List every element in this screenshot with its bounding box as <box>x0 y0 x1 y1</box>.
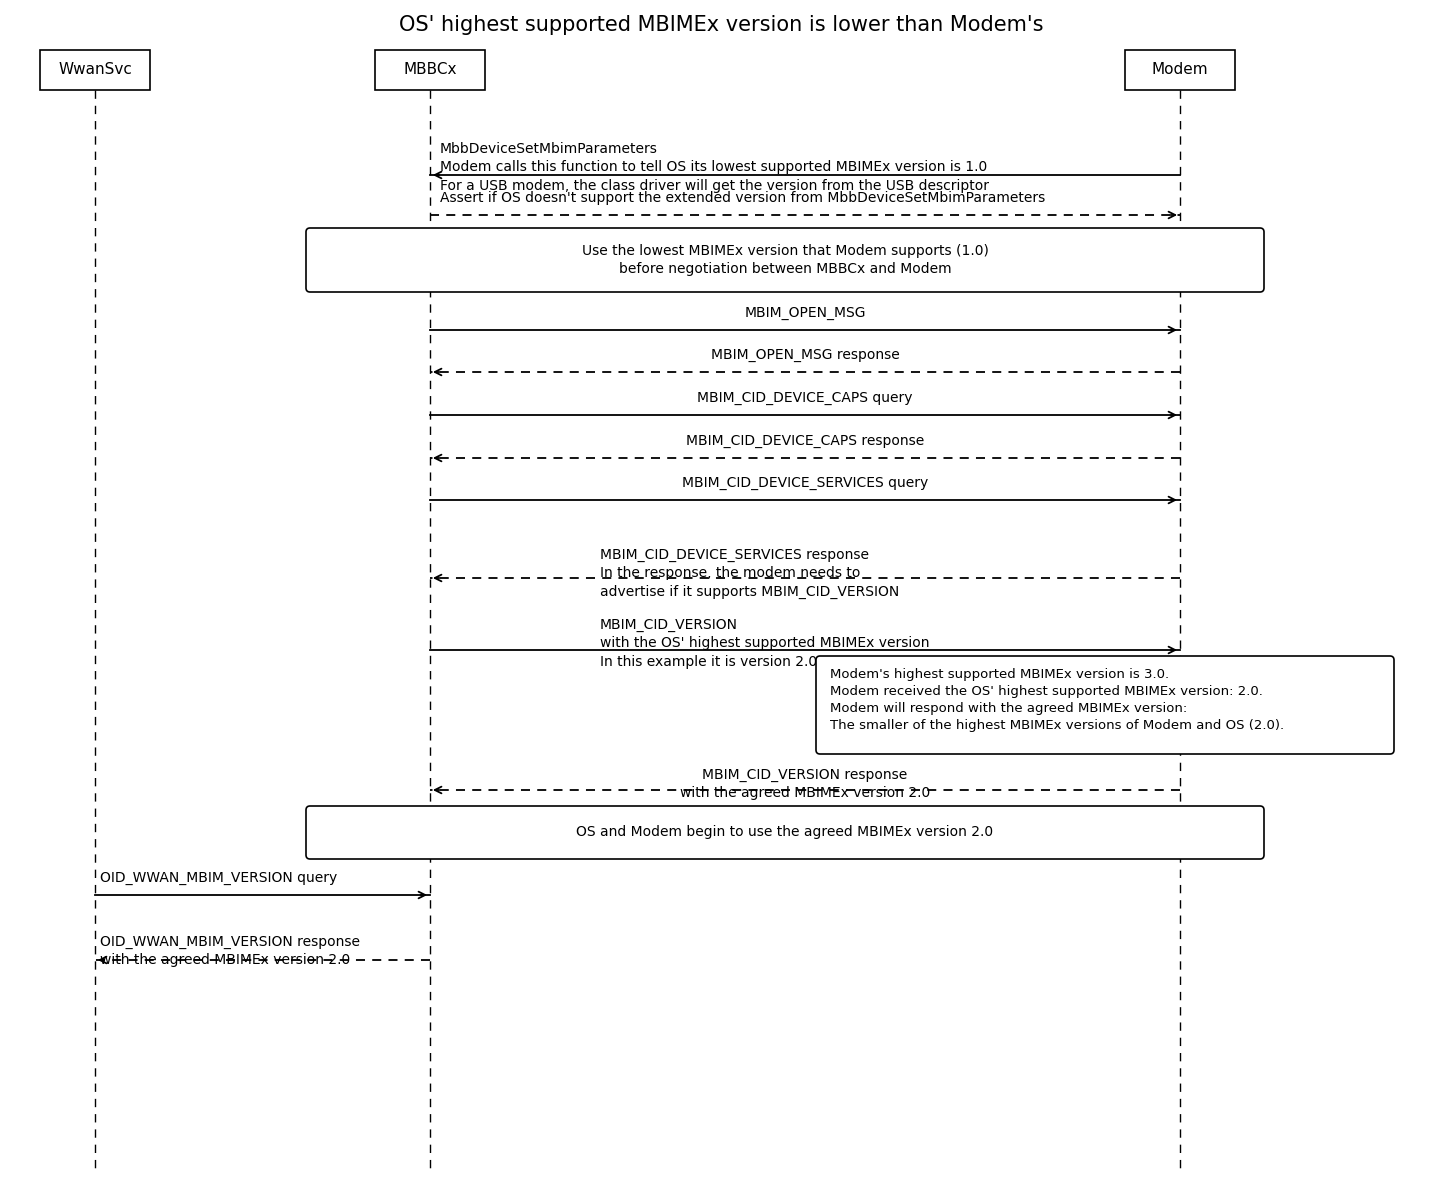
FancyBboxPatch shape <box>815 656 1394 754</box>
Text: WwanSvc: WwanSvc <box>58 62 131 78</box>
Text: MbbDeviceSetMbimParameters
Modem calls this function to tell OS its lowest suppo: MbbDeviceSetMbimParameters Modem calls t… <box>440 142 988 193</box>
Text: OS' highest supported MBIMEx version is lower than Modem's: OS' highest supported MBIMEx version is … <box>400 16 1043 35</box>
Text: MBBCx: MBBCx <box>403 62 457 78</box>
Text: Modem: Modem <box>1152 62 1208 78</box>
Text: MBIM_CID_DEVICE_CAPS query: MBIM_CID_DEVICE_CAPS query <box>697 391 913 404</box>
Text: MBIM_CID_VERSION
with the OS' highest supported MBIMEx version
In this example i: MBIM_CID_VERSION with the OS' highest su… <box>600 618 929 669</box>
Text: Use the lowest MBIMEx version that Modem supports (1.0)
before negotiation betwe: Use the lowest MBIMEx version that Modem… <box>582 243 988 277</box>
Text: MBIM_OPEN_MSG response: MBIM_OPEN_MSG response <box>710 348 899 361</box>
FancyBboxPatch shape <box>306 806 1264 859</box>
Text: MBIM_CID_VERSION response
with the agreed MBIMEx version 2.0: MBIM_CID_VERSION response with the agree… <box>680 768 931 801</box>
FancyBboxPatch shape <box>40 50 150 89</box>
Text: OID_WWAN_MBIM_VERSION response
with the agreed MBIMEx version 2.0: OID_WWAN_MBIM_VERSION response with the … <box>100 935 359 968</box>
Text: MBIM_CID_DEVICE_SERVICES response
In the response, the modem needs to
advertise : MBIM_CID_DEVICE_SERVICES response In the… <box>600 548 899 599</box>
Text: Assert if OS doesn't support the extended version from MbbDeviceSetMbimParameter: Assert if OS doesn't support the extende… <box>440 191 1045 205</box>
Text: OS and Modem begin to use the agreed MBIMEx version 2.0: OS and Modem begin to use the agreed MBI… <box>576 826 994 839</box>
Text: MBIM_CID_DEVICE_CAPS response: MBIM_CID_DEVICE_CAPS response <box>685 434 924 449</box>
Text: Modem's highest supported MBIMEx version is 3.0.
Modem received the OS' highest : Modem's highest supported MBIMEx version… <box>830 668 1284 733</box>
FancyBboxPatch shape <box>375 50 485 89</box>
Text: MBIM_OPEN_MSG: MBIM_OPEN_MSG <box>745 305 866 320</box>
FancyBboxPatch shape <box>1126 50 1235 89</box>
FancyBboxPatch shape <box>306 228 1264 292</box>
Text: OID_WWAN_MBIM_VERSION query: OID_WWAN_MBIM_VERSION query <box>100 871 338 885</box>
Text: MBIM_CID_DEVICE_SERVICES query: MBIM_CID_DEVICE_SERVICES query <box>683 476 928 490</box>
